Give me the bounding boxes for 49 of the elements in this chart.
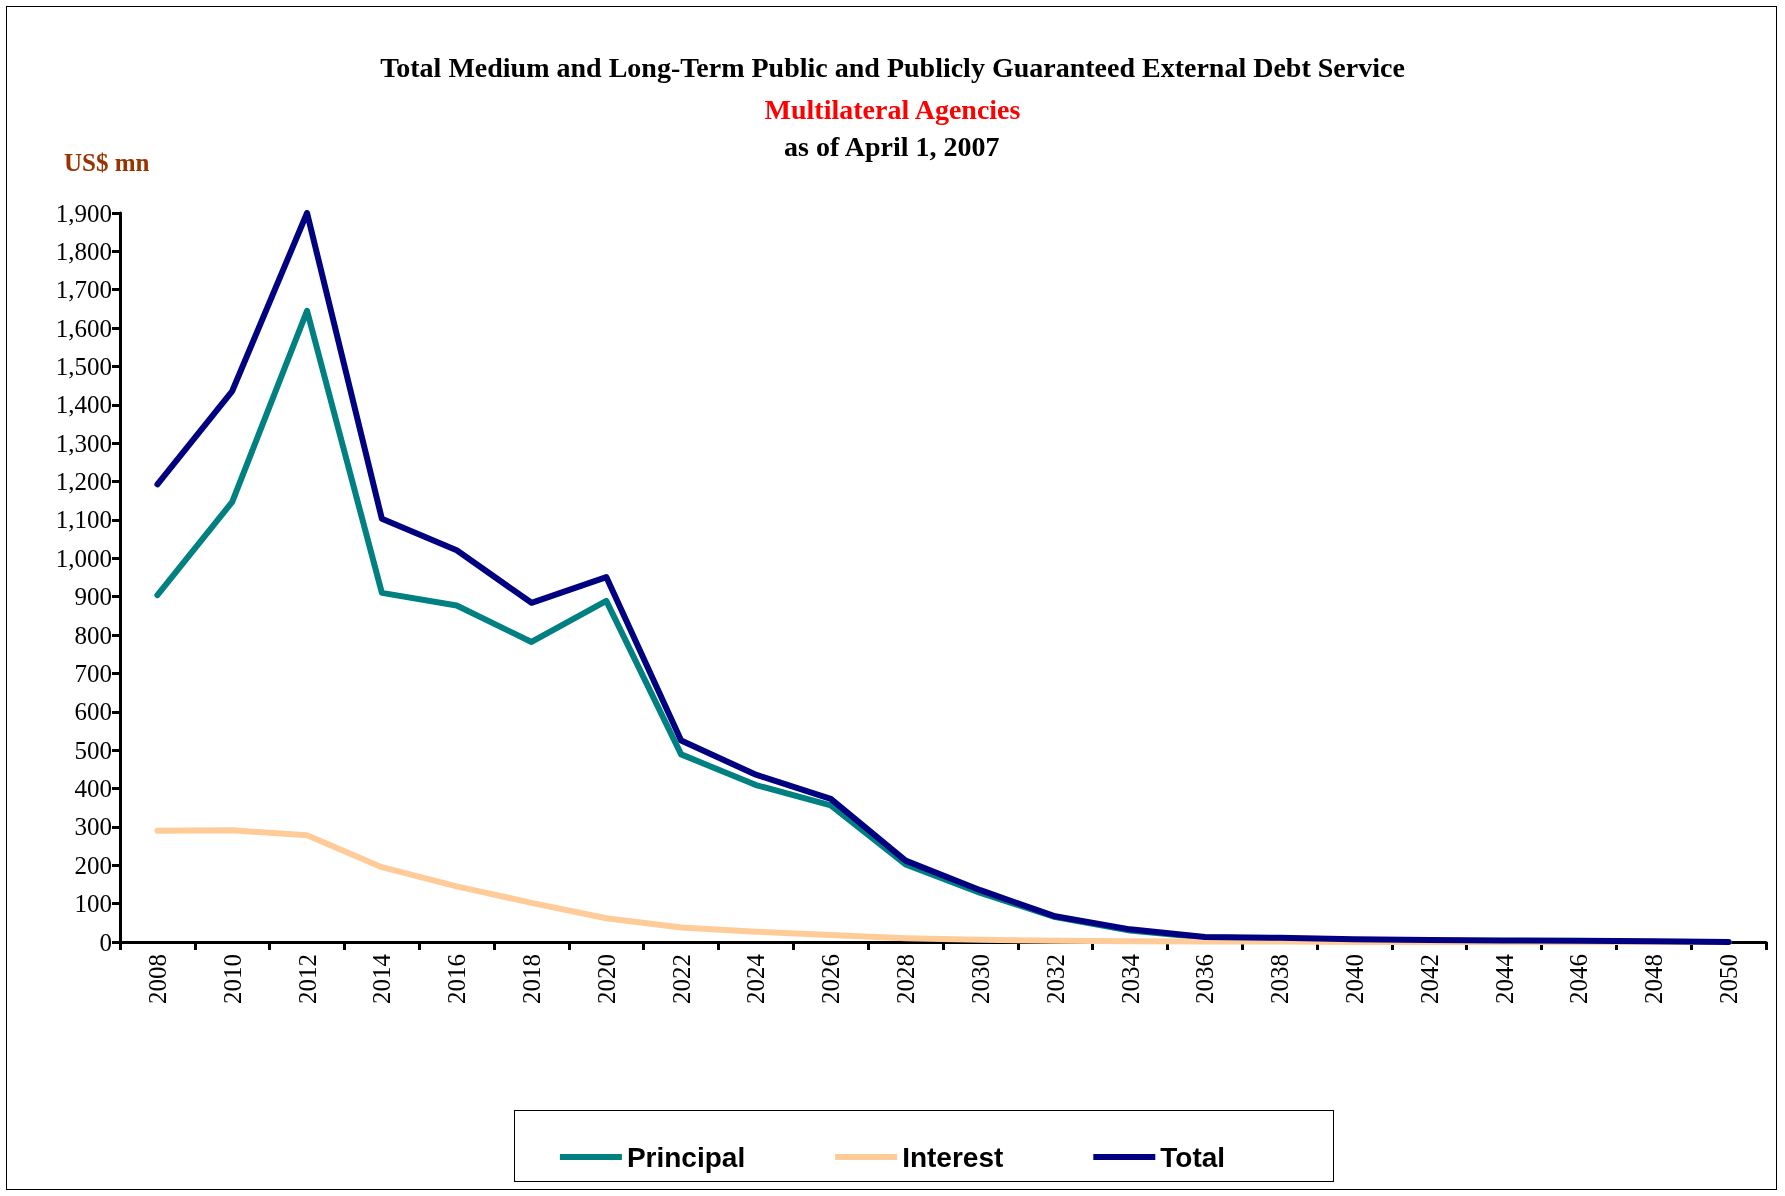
- x-tick-label: 2040: [1341, 954, 1368, 1004]
- x-tick-label: 2036: [1191, 954, 1219, 1004]
- chart-subtitle: Multilateral Agencies: [764, 93, 1021, 125]
- x-tick-label: 2048: [1640, 954, 1668, 1004]
- y-tick-label: 1,000: [55, 544, 112, 572]
- y-tick-label: 200: [74, 851, 112, 879]
- x-tick-label: 2018: [518, 954, 545, 1004]
- x-tick-label: 2026: [817, 954, 845, 1004]
- x-tick-label: 2042: [1415, 954, 1443, 1004]
- y-tick-label: 1,900: [55, 199, 112, 227]
- y-tick-label: 1,500: [55, 352, 112, 380]
- x-tick-label: 2024: [742, 953, 770, 1004]
- x-tick-label: 2008: [143, 954, 171, 1004]
- y-tick-label: 1,100: [55, 506, 112, 534]
- x-tick-label: 2050: [1715, 954, 1743, 1004]
- legend-label: Principal: [626, 1141, 746, 1173]
- y-tick-label: 0: [99, 928, 112, 956]
- y-axis-title: US$ mn: [64, 149, 150, 176]
- x-tick-label: 2014: [368, 953, 396, 1004]
- legend-label: Total: [1160, 1141, 1226, 1173]
- chart-title: Total Medium and Long-Term Public and Publicly Guaranteed External Debt Service: [380, 51, 1405, 83]
- x-tick-label: 2022: [667, 954, 695, 1004]
- y-tick-label: 300: [74, 813, 112, 841]
- y-tick-label: 1,400: [55, 391, 112, 419]
- y-tick-label: 900: [74, 583, 112, 611]
- y-tick-label: 1,800: [55, 237, 112, 265]
- y-tick-label: 100: [74, 890, 112, 918]
- text: as of April 1, 2007: [784, 130, 1000, 162]
- y-tick-label: 1,700: [55, 276, 112, 304]
- y-tick-label: 600: [74, 698, 112, 726]
- x-tick-label: 2010: [218, 954, 246, 1004]
- y-tick-label: 800: [74, 621, 112, 649]
- x-tick-label: 2032: [1041, 954, 1069, 1004]
- x-tick-label: 2028: [892, 954, 920, 1004]
- x-tick-label: 2038: [1266, 954, 1294, 1004]
- y-tick-label: 1,200: [55, 468, 112, 496]
- x-tick-label: 2034: [1116, 953, 1144, 1004]
- y-tick-label: 500: [74, 736, 112, 764]
- x-tick-label: 2012: [293, 954, 321, 1004]
- y-tick-label: 1,600: [55, 314, 112, 342]
- x-tick-label: 2030: [966, 954, 994, 1004]
- y-tick-label: 1,300: [55, 429, 112, 457]
- x-tick-label: 2016: [443, 954, 471, 1004]
- y-tick-label: 400: [74, 775, 112, 803]
- x-tick-label: 2046: [1565, 954, 1593, 1004]
- x-tick-label: 2044: [1490, 953, 1518, 1004]
- y-tick-label: 700: [74, 659, 112, 687]
- x-tick-label: 2020: [592, 954, 620, 1004]
- legend-label: Interest: [902, 1141, 1004, 1173]
